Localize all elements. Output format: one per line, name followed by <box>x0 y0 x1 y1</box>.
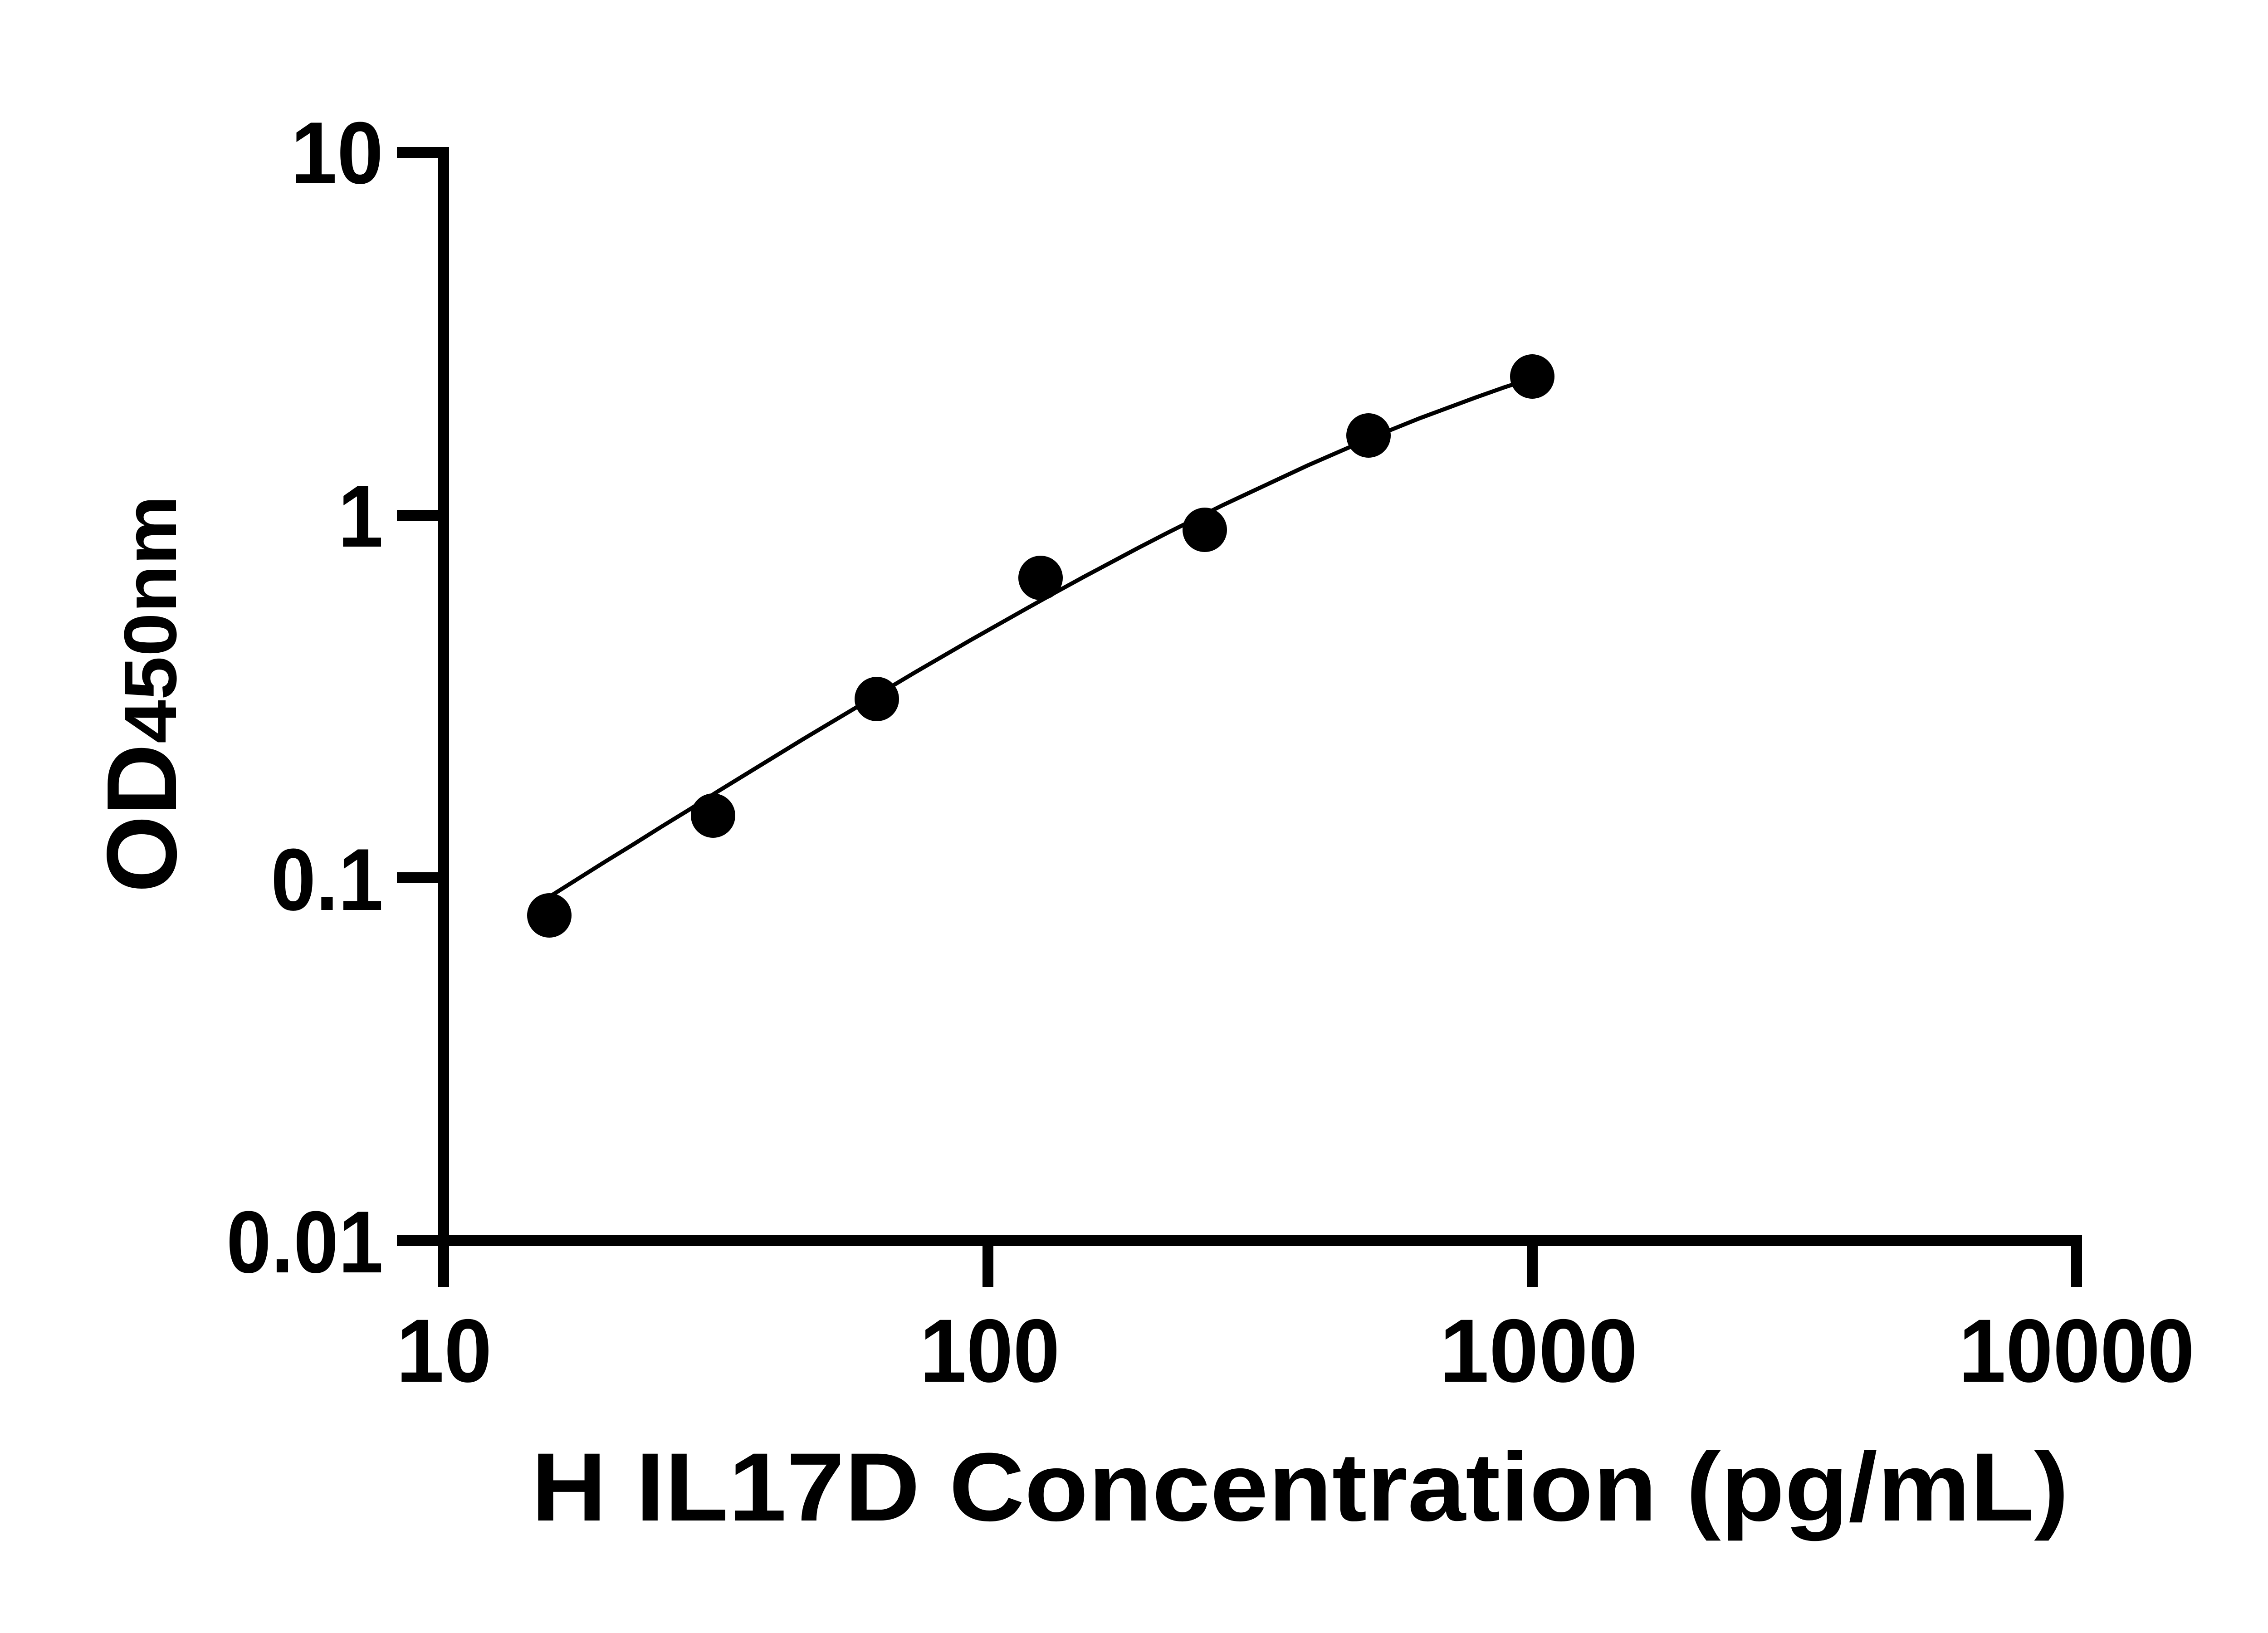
svg-text:450nm: 450nm <box>109 495 192 743</box>
svg-text:1000: 1000 <box>1440 1301 1638 1401</box>
svg-text:100: 100 <box>920 1301 1060 1401</box>
svg-text:10: 10 <box>396 1301 492 1401</box>
svg-text:H IL17D Concentration (pg/mL): H IL17D Concentration (pg/mL) <box>531 1433 2069 1541</box>
svg-text:OD: OD <box>87 744 197 893</box>
svg-text:0.01: 0.01 <box>226 1193 383 1291</box>
svg-text:0.1: 0.1 <box>271 831 383 929</box>
svg-text:10: 10 <box>291 104 383 202</box>
svg-text:10000: 10000 <box>1959 1301 2195 1401</box>
svg-text:1: 1 <box>338 467 383 566</box>
